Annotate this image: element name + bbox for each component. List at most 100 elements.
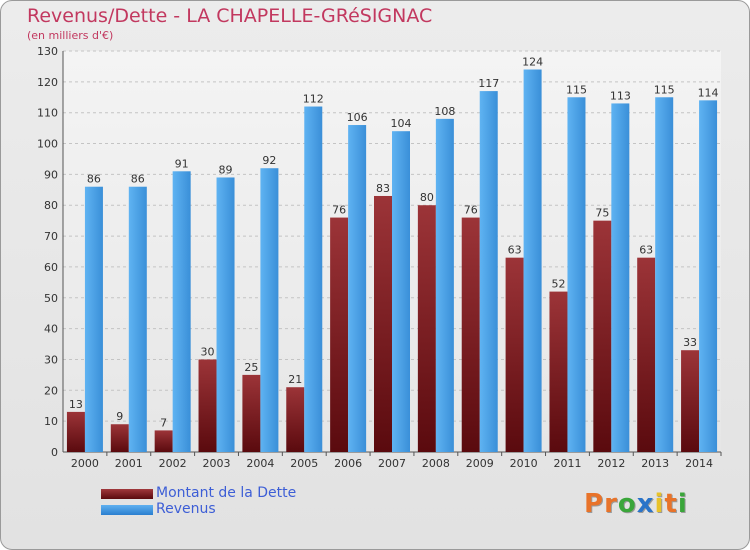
y-tick-label: 130 [37,45,58,58]
bar-revenus [523,69,542,452]
data-label-dette: 83 [376,182,390,195]
logo-letter: i [677,489,688,519]
bar-dette [417,205,436,452]
bar-revenus [348,125,367,453]
data-label-dette: 33 [683,336,697,349]
x-tick-label: 2001 [115,457,143,470]
data-label-dette: 75 [595,207,609,220]
data-label-revenus: 112 [303,93,324,106]
bar-revenus [128,186,147,452]
data-label-revenus: 124 [522,56,543,69]
y-tick-label: 90 [44,168,58,181]
bar-dette [110,424,129,452]
x-tick-label: 2014 [685,457,713,470]
bar-revenus [84,186,103,452]
logo-letter: i [654,489,665,519]
y-tick-label: 50 [44,292,58,305]
data-label-revenus: 86 [131,173,145,186]
bar-dette [681,350,700,452]
legend-swatch-dette [101,489,153,499]
y-tick-label: 60 [44,261,58,274]
bar-revenus [435,118,454,452]
data-label-dette: 63 [639,244,653,257]
data-label-dette: 76 [464,204,478,217]
data-label-dette: 63 [508,244,522,257]
legend-swatch-revenus [101,505,153,515]
bar-dette [154,430,173,452]
y-tick-label: 0 [51,446,58,459]
data-label-dette: 30 [201,345,215,358]
x-tick-label: 2010 [510,457,538,470]
data-label-revenus: 113 [610,89,631,102]
logo-letter: r [604,489,618,519]
y-tick-label: 80 [44,199,58,212]
data-label-revenus: 89 [219,163,233,176]
logo-letter: P [584,489,605,519]
bar-revenus [699,100,718,452]
bar-revenus [216,177,235,452]
bar-revenus [392,131,410,452]
logo-letter: o [617,489,637,519]
y-tick-label: 70 [44,230,58,243]
bar-dette [242,374,261,452]
legend-label-dette: Montant de la Dette [156,485,297,501]
bar-revenus [479,91,498,452]
logo-letter: x [636,489,655,519]
data-label-dette: 21 [288,373,302,386]
legend-label-revenus: Revenus [156,501,216,517]
bar-dette [461,217,480,452]
x-tick-label: 2012 [597,457,625,470]
data-label-revenus: 86 [87,173,101,186]
x-tick-label: 2007 [378,457,406,470]
bar-revenus [567,97,586,453]
bar-revenus [260,168,279,452]
bar-dette [330,217,349,452]
bar-revenus [172,171,191,453]
chart-title: Revenus/Dette - LA CHAPELLE-GRéSIGNAC [27,5,433,27]
data-label-dette: 52 [551,278,565,291]
x-tick-label: 2005 [290,457,318,470]
bar-dette [286,387,305,452]
logo-letter: t [664,489,678,519]
data-label-revenus: 114 [698,86,719,99]
data-label-dette: 13 [69,398,83,411]
y-tick-label: 40 [44,323,58,336]
bar-dette [66,411,85,452]
chart-subtitle: (en milliers d'€) [27,29,114,42]
x-tick-label: 2003 [203,457,231,470]
data-label-dette: 76 [332,204,346,217]
bar-dette [505,257,524,452]
x-tick-label: 2002 [159,457,187,470]
bar-revenus [611,103,630,452]
x-tick-label: 2000 [71,457,99,470]
bar-revenus [655,97,674,453]
data-label-dette: 7 [160,416,167,429]
data-label-revenus: 117 [478,77,499,90]
data-label-revenus: 108 [434,105,455,118]
x-tick-label: 2009 [466,457,494,470]
data-label-revenus: 106 [347,111,368,124]
x-tick-label: 2004 [246,457,274,470]
bar-dette [637,257,656,452]
x-tick-label: 2008 [422,457,450,470]
bar-dette [593,220,612,452]
data-label-dette: 9 [116,410,123,423]
data-label-revenus: 92 [262,154,276,167]
x-tick-label: 2011 [553,457,581,470]
data-label-dette: 80 [420,191,434,204]
proxiti-logo: Proxiti [584,489,688,519]
data-label-revenus: 115 [654,83,675,96]
data-label-revenus: 104 [391,117,412,130]
y-tick-label: 120 [37,76,58,89]
y-tick-label: 10 [44,415,58,428]
bar-dette [374,195,392,452]
data-label-revenus: 91 [175,157,189,170]
x-tick-label: 2013 [641,457,669,470]
bar-dette [198,359,217,452]
y-tick-label: 110 [37,107,58,120]
y-tick-label: 20 [44,384,58,397]
data-label-revenus: 115 [566,83,587,96]
x-tick-label: 2006 [334,457,362,470]
